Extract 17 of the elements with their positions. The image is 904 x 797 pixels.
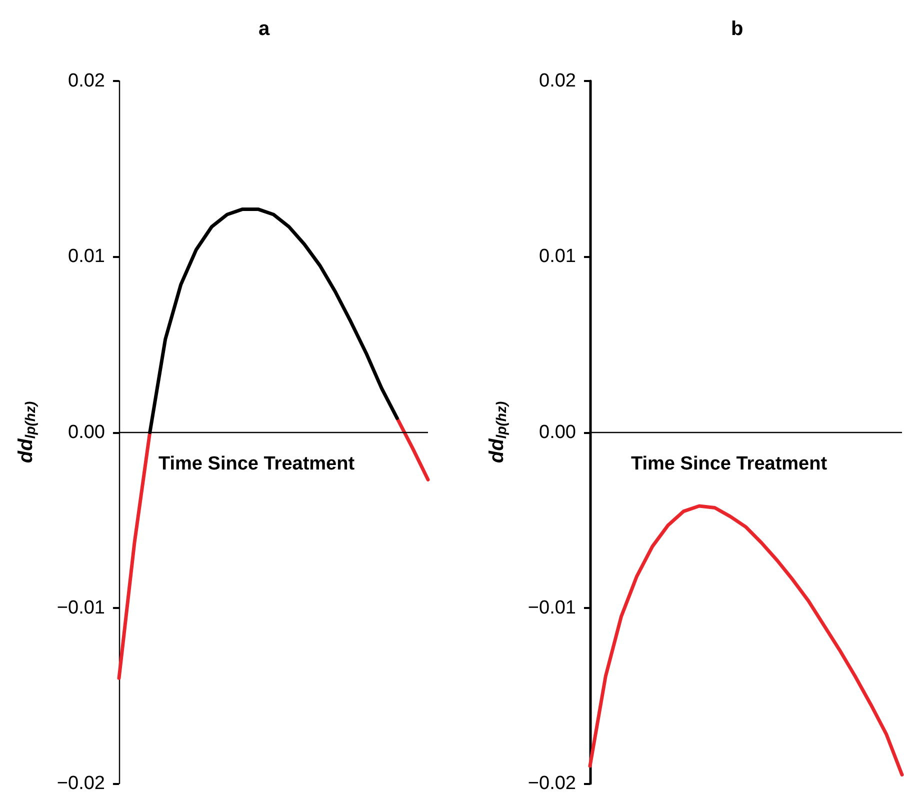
y-axis-title: ddlp(hz) [486,401,509,464]
y-tick-label: −0.02 [56,773,105,794]
x-axis-title: Time Since Treatment [631,453,828,474]
chart-title: a [258,18,270,40]
y-tick-label: −0.01 [528,597,576,618]
chart-title: b [731,18,744,40]
line-series [588,504,904,776]
y-axis-title: ddlp(hz) [15,401,38,464]
y-tick-label: 0.02 [539,70,576,92]
x-axis-title: Time Since Treatment [158,453,356,474]
y-tick-label: 0.00 [68,422,105,443]
y-tick-label: −0.01 [56,597,105,618]
y-tick-label: −0.02 [528,773,576,794]
y-tick-label: 0.02 [68,70,105,92]
y-tick-label: 0.01 [539,246,576,268]
y-tick-label: 0.01 [68,246,105,268]
y-tick-label: 0.00 [539,422,576,443]
